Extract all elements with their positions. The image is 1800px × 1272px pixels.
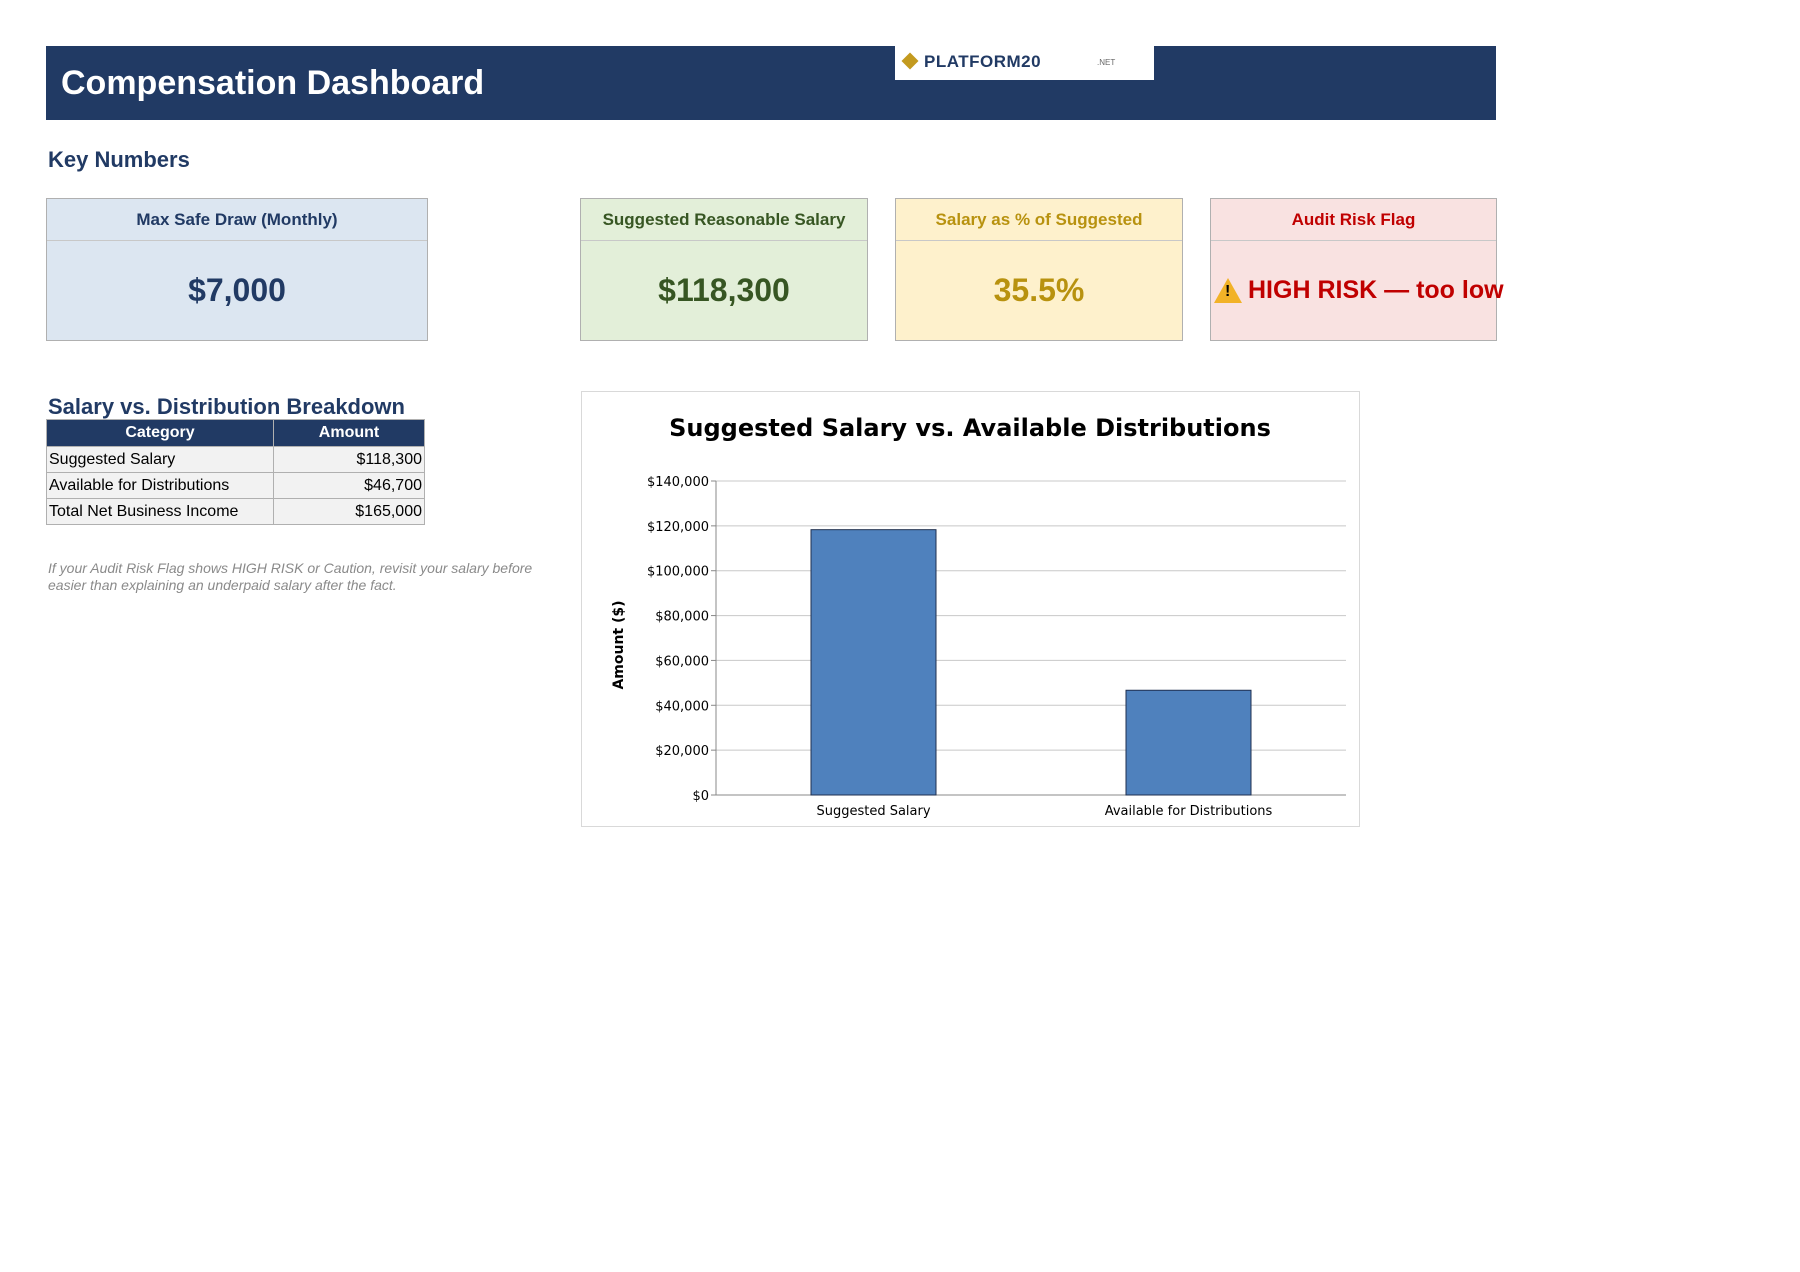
column-header: Category [46,419,274,447]
x-tick-label: Suggested Salary [816,804,930,819]
guidance-note: If your Audit Risk Flag shows HIGH RISK … [48,560,582,594]
card-label: Salary as % of Suggested [896,199,1182,241]
suggested-salary-card: Suggested Reasonable Salary $118,300 [580,198,868,341]
logo-suffix: .NET [1097,58,1116,67]
table-row: Suggested Salary $118,300 [46,446,425,473]
category-cell: Total Net Business Income [46,498,274,525]
card-label: Suggested Reasonable Salary [581,199,867,241]
salary-percent-card: Salary as % of Suggested 35.5% [895,198,1183,341]
y-tick-label: $140,000 [647,475,709,490]
breakdown-table: Category Amount Suggested Salary $118,30… [46,419,425,525]
salary-distribution-chart: Suggested Salary vs. Available Distribut… [611,414,1346,819]
logo [895,46,1154,80]
breakdown-heading: Salary vs. Distribution Breakdown [48,394,405,419]
y-tick-label: $80,000 [655,610,709,625]
note-line: easier than explaining an underpaid sala… [48,577,397,593]
bar [810,529,937,796]
card-label: Max Safe Draw (Monthly) [47,199,427,241]
table-row: Available for Distributions $46,700 [46,472,425,499]
amount-cell: $165,000 [273,498,425,525]
card-value: $7,000 [188,272,286,308]
chart-frame [581,391,1360,827]
amount-cell: $46,700 [273,472,425,499]
card-value: 35.5% [993,272,1085,308]
page-title: Compensation Dashboard [61,64,485,102]
y-tick-label: $0 [692,789,709,804]
y-tick-label: $40,000 [655,699,709,714]
chart-title: Suggested Salary vs. Available Distribut… [669,414,1271,442]
header-banner [46,46,1496,120]
category-cell: Suggested Salary [46,446,274,473]
y-axis-label: Amount ($) [611,600,627,689]
amount-cell: $118,300 [273,446,425,473]
note-line: If your Audit Risk Flag shows HIGH RISK … [48,560,533,576]
y-tick-label: $60,000 [655,654,709,669]
column-header: Amount [273,419,425,447]
audit-risk-card: Audit Risk Flag ! HIGH RISK — too low [1210,198,1504,341]
y-tick-label: $20,000 [655,744,709,759]
bar [1125,689,1252,796]
table-header-row: Category Amount [46,419,425,447]
card-value: $118,300 [658,272,790,308]
table-row: Total Net Business Income $165,000 [46,498,425,525]
max-safe-draw-card: Max Safe Draw (Monthly) $7,000 [46,198,428,341]
y-tick-label: $100,000 [647,565,709,580]
y-tick-label: $120,000 [647,520,709,535]
x-tick-label: Available for Distributions [1105,804,1273,819]
card-label: Audit Risk Flag [1211,199,1496,241]
warning-icon: ! [1214,278,1242,303]
logo-text: PLATFORM20 [924,52,1042,71]
risk-value: HIGH RISK — too low [1248,276,1504,304]
card-value-wrap: ! HIGH RISK — too low [1211,241,1504,340]
category-cell: Available for Distributions [46,472,274,499]
key-numbers-heading: Key Numbers [48,147,190,172]
